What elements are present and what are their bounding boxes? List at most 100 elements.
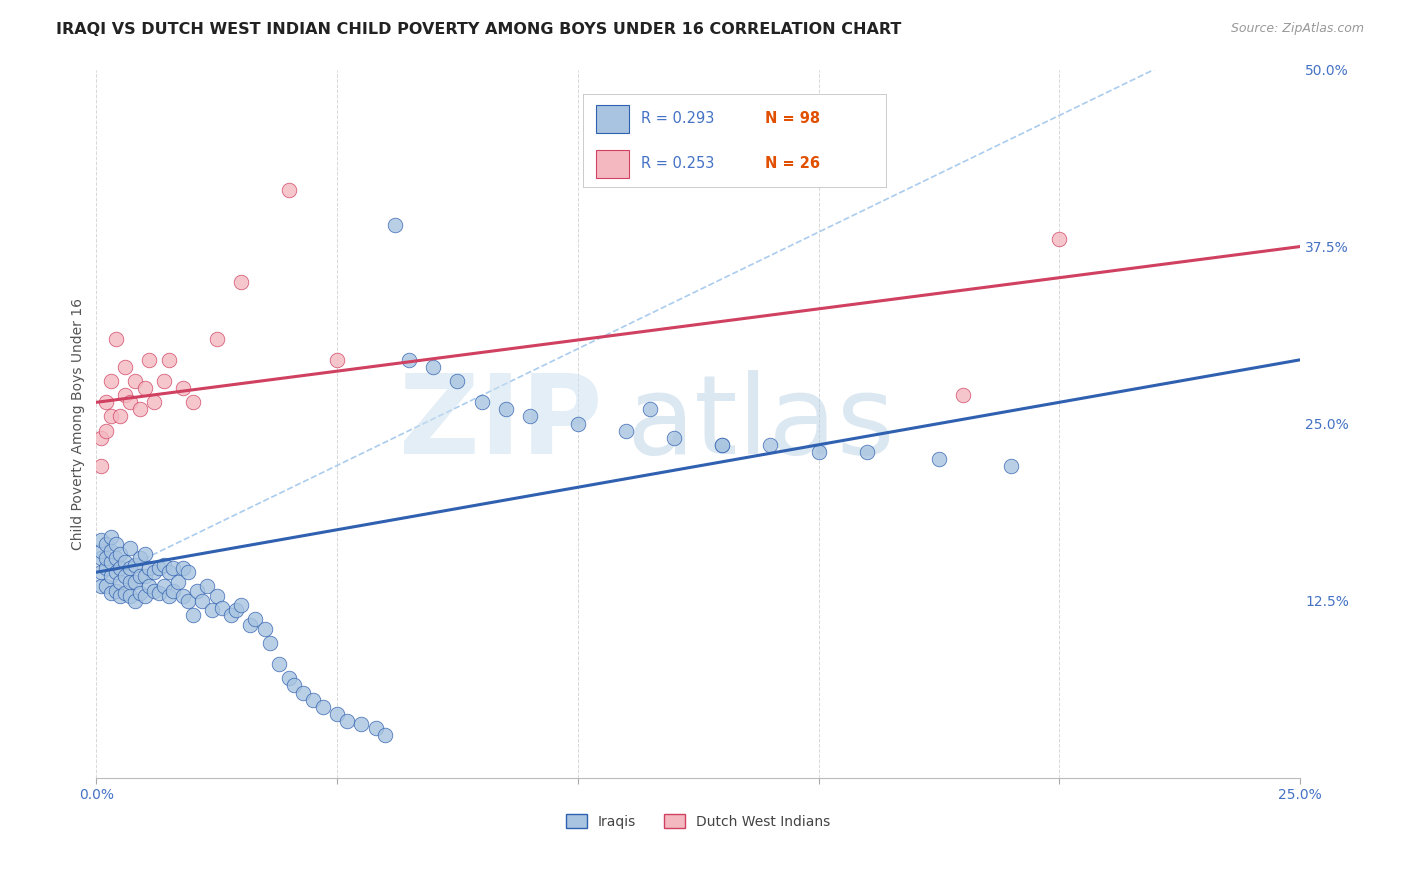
Point (181, 395, 204, 409)
Text: atlas: atlas (626, 370, 894, 477)
Point (148, 561, 170, 575)
Point (278, 183, 301, 197)
Point (94, 424, 117, 438)
Point (120, 395, 142, 409)
Point (94, 537, 117, 551)
Point (952, 388, 974, 402)
Point (201, 603, 224, 617)
Point (152, 374, 174, 388)
Point (90, 579, 112, 593)
Point (90, 551, 112, 566)
Point (120, 575, 142, 590)
Point (128, 569, 150, 583)
Point (100, 544, 122, 558)
Point (1000, 458, 1022, 473)
Point (567, 417, 589, 431)
Text: N = 98: N = 98 (765, 112, 820, 127)
Text: N = 26: N = 26 (765, 156, 820, 171)
Point (205, 332, 228, 346)
Point (90, 565, 112, 579)
Point (350, 716, 373, 731)
Point (186, 583, 208, 598)
Point (495, 402, 517, 417)
Point (336, 714, 359, 728)
Point (143, 583, 166, 598)
Point (128, 402, 150, 417)
Point (124, 374, 146, 388)
Point (398, 352, 420, 367)
Point (138, 579, 160, 593)
Point (225, 603, 247, 617)
Point (292, 685, 315, 699)
Point (90, 431, 112, 445)
Point (134, 569, 156, 583)
Point (855, 445, 877, 459)
Point (384, 219, 406, 233)
Bar (596, 105, 628, 133)
Point (104, 565, 127, 579)
Text: Source: ZipAtlas.com: Source: ZipAtlas.com (1230, 22, 1364, 36)
Point (205, 589, 228, 603)
Point (177, 593, 200, 607)
Point (364, 721, 387, 735)
Text: IRAQI VS DUTCH WEST INDIAN CHILD POVERTY AMONG BOYS UNDER 16 CORRELATION CHART: IRAQI VS DUTCH WEST INDIAN CHILD POVERTY… (56, 22, 901, 37)
Point (148, 586, 170, 600)
Point (100, 374, 122, 388)
Point (100, 569, 122, 583)
Point (120, 589, 142, 603)
Point (110, 575, 132, 590)
Point (94, 579, 117, 593)
Point (283, 678, 305, 692)
Point (711, 438, 734, 452)
Point (374, 728, 396, 742)
Point (110, 561, 132, 575)
Point (120, 561, 142, 575)
Point (152, 558, 174, 573)
Point (211, 600, 233, 615)
Point (177, 565, 200, 579)
Point (172, 561, 194, 575)
Point (134, 589, 156, 603)
Point (446, 374, 468, 388)
Point (302, 692, 325, 706)
Point (245, 612, 267, 626)
Point (167, 575, 190, 590)
Point (90, 544, 112, 558)
Point (807, 445, 830, 459)
Point (219, 607, 242, 622)
Point (100, 555, 122, 569)
Point (104, 583, 127, 598)
Point (172, 589, 194, 603)
Point (104, 537, 127, 551)
Point (138, 352, 160, 367)
Point (134, 547, 156, 561)
Point (181, 607, 204, 622)
Point (138, 561, 160, 575)
Point (311, 699, 333, 714)
Point (229, 275, 252, 289)
Point (124, 558, 146, 573)
Point (759, 438, 782, 452)
Point (100, 409, 122, 424)
Point (152, 579, 174, 593)
Point (104, 551, 127, 566)
Point (326, 352, 349, 367)
Point (143, 395, 166, 409)
Point (124, 593, 146, 607)
Text: R = 0.293: R = 0.293 (641, 112, 714, 127)
Point (711, 438, 734, 452)
Point (928, 452, 950, 467)
Point (662, 431, 685, 445)
Point (326, 706, 349, 721)
Point (104, 332, 127, 346)
Text: R = 0.253: R = 0.253 (641, 156, 714, 171)
Point (259, 636, 281, 650)
Point (94, 395, 117, 409)
Point (269, 657, 291, 672)
Point (110, 409, 132, 424)
Point (114, 555, 136, 569)
Point (114, 569, 136, 583)
Point (110, 589, 132, 603)
Text: ZIP: ZIP (398, 370, 602, 477)
Point (124, 575, 146, 590)
